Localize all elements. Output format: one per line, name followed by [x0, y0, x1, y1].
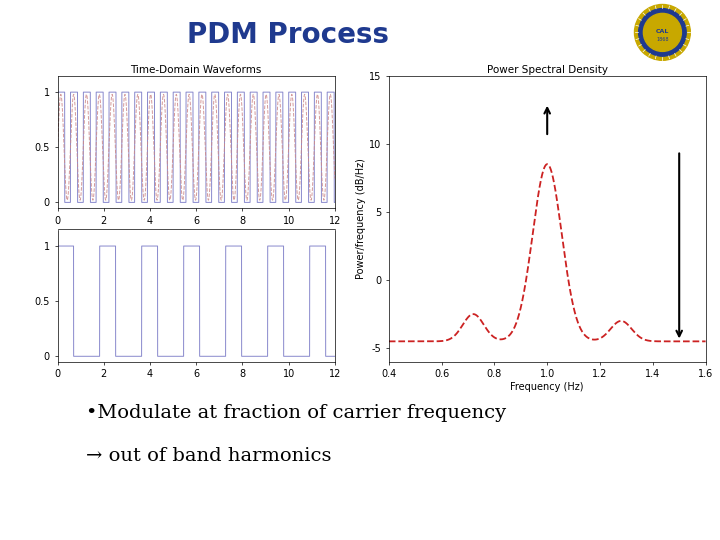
- Text: CAL: CAL: [656, 29, 669, 33]
- Title: Time-Domain Waveforms: Time-Domain Waveforms: [130, 65, 262, 75]
- Y-axis label: Power/frequency (dB/Hz): Power/frequency (dB/Hz): [356, 158, 366, 279]
- Title: Power Spectral Density: Power Spectral Density: [487, 65, 608, 75]
- X-axis label: Frequency (Hz): Frequency (Hz): [510, 382, 584, 392]
- Text: → out of band harmonics: → out of band harmonics: [86, 447, 332, 465]
- Text: 1868: 1868: [656, 37, 669, 42]
- Circle shape: [634, 4, 690, 60]
- Text: •Modulate at fraction of carrier frequency: •Modulate at fraction of carrier frequen…: [86, 404, 507, 422]
- Circle shape: [644, 14, 681, 51]
- Circle shape: [639, 9, 686, 56]
- Text: PDM Process: PDM Process: [187, 21, 389, 49]
